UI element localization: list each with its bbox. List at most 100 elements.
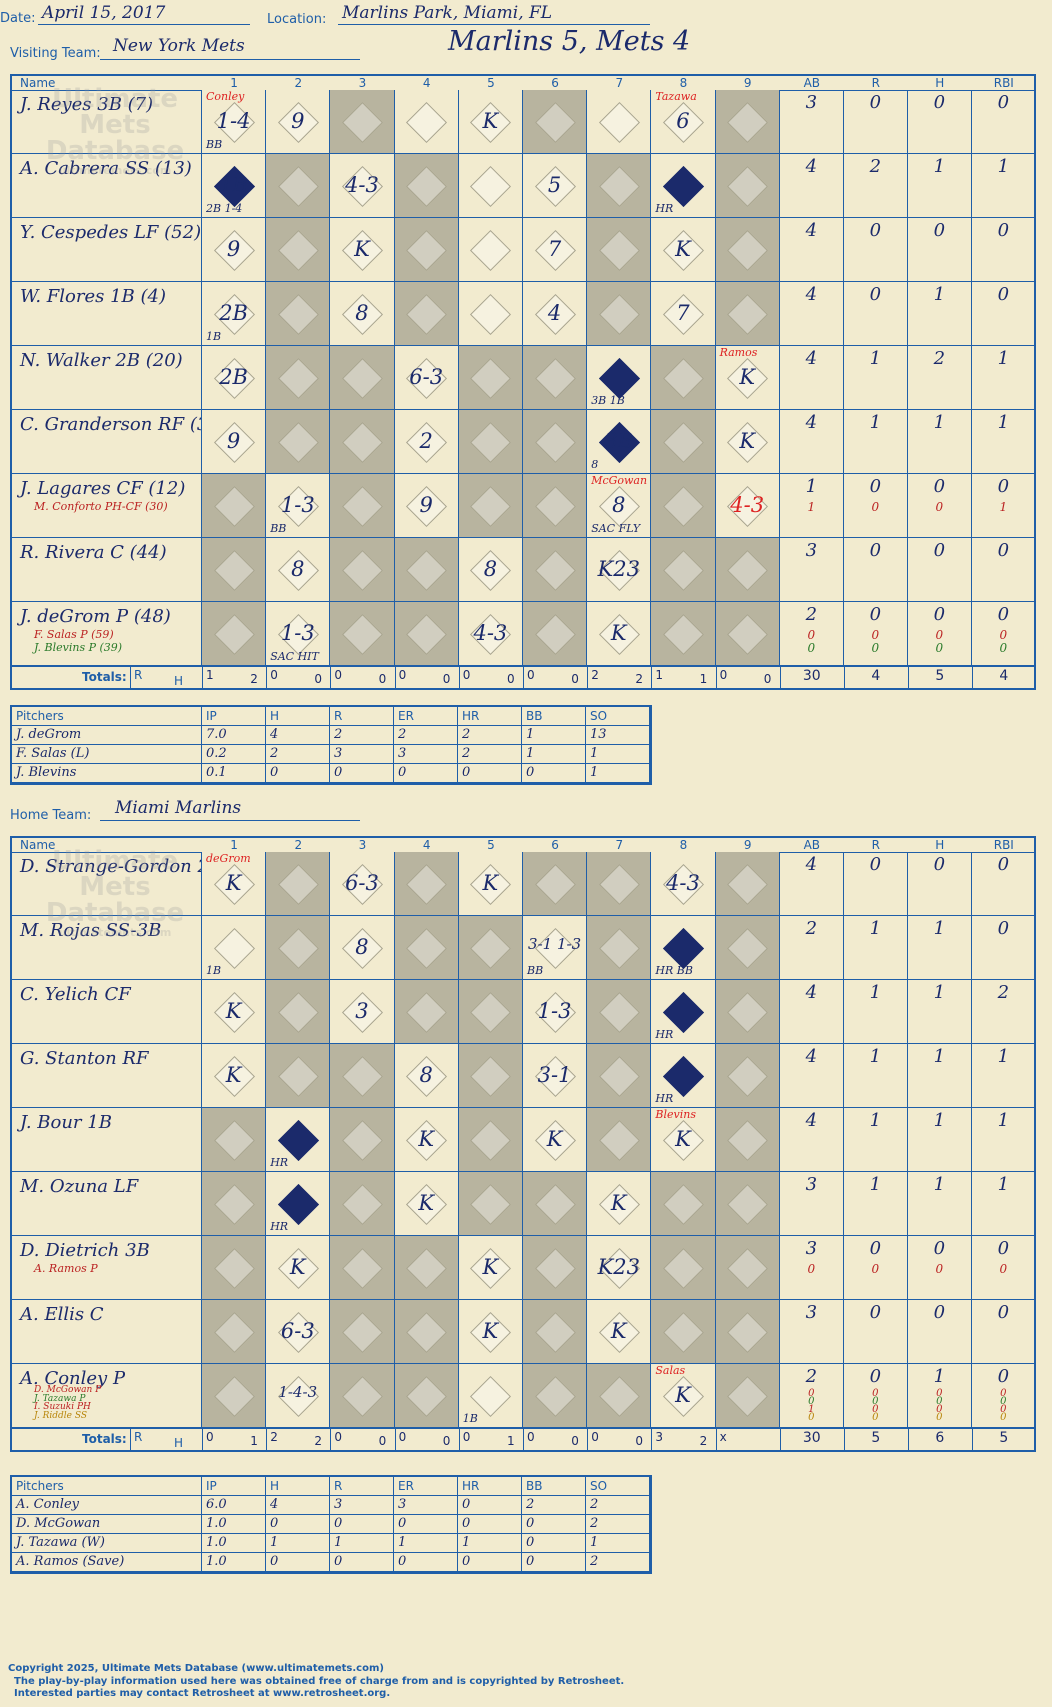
base-diamond — [341, 101, 383, 143]
at-bat-cell — [330, 474, 395, 538]
watermark-url: ultimatemets.com — [58, 164, 172, 177]
substitute-name: D. McGowan P — [34, 1385, 102, 1395]
at-bat-cell: Ramos K — [715, 346, 780, 410]
stat-cell: 3 — [779, 1300, 844, 1364]
play-result: K23 — [597, 1254, 640, 1279]
batter-stat: 1 — [869, 348, 882, 369]
batter-stat: 0 — [933, 854, 946, 875]
visitors-grid: Name 1 2 3 4 5 6 7 8 9 AB R H RBI J. Reyes 3B (7) Conle… — [10, 74, 1036, 690]
play-result: 6-3 — [345, 870, 379, 895]
base-diamond — [727, 1119, 769, 1161]
stat-cell: 4 — [779, 1108, 844, 1172]
stat-cell: 1 — [907, 154, 972, 218]
batter-stat: 1 — [997, 1046, 1010, 1067]
play-result: 8 — [419, 1062, 433, 1087]
stat-cell: 4 — [779, 852, 844, 916]
at-bat-cell — [587, 154, 652, 218]
at-bat-cell — [394, 218, 459, 282]
play-result: K — [739, 364, 756, 389]
pitching-stat: 2 — [458, 726, 522, 745]
substitute-stat: 0 — [872, 1396, 879, 1407]
stat-cell: 3 — [779, 538, 844, 602]
at-bat-cell: 4-3 — [330, 154, 395, 218]
inning-hits: 1 — [699, 672, 708, 686]
at-bat-cell — [458, 916, 523, 980]
base-diamond — [341, 357, 383, 399]
play-result: 1B — [219, 172, 248, 197]
substitute-name: F. Salas P (59) — [34, 628, 114, 641]
play-annotation: 8 — [591, 458, 599, 471]
batter-stat: 1 — [933, 1174, 946, 1195]
play-result: 2 — [419, 428, 433, 453]
play-result: 3 — [355, 998, 369, 1023]
stat-cell: 0 — [907, 852, 972, 916]
play-annotation: 1B — [206, 964, 222, 977]
inning-hits: 0 — [442, 672, 451, 686]
stat-cell: 2 — [843, 154, 908, 218]
visitors-pitchers-table: Pitchers IP H R ER HR BB SO J. deGrom 7.0 4 2 2 2 1 13 F… — [10, 705, 652, 785]
at-bat-cell: 5 — [523, 154, 588, 218]
batter-stat: 0 — [997, 854, 1010, 875]
batter-name: C. Granderson RF (3) — [20, 414, 202, 435]
base-diamond — [598, 1055, 640, 1097]
base-diamond — [277, 927, 319, 969]
base-diamond — [277, 293, 319, 335]
batter-stat: 1 — [869, 1046, 882, 1067]
inning-runs: 3 — [655, 1430, 664, 1444]
date-label: Date: — [0, 11, 36, 26]
play-result: 7 — [547, 236, 562, 261]
at-bat-cell: 7 — [523, 218, 588, 282]
substitute-stat: 0 — [999, 628, 1008, 642]
base-diamond — [727, 927, 769, 969]
play-annotation: SAC HIT — [270, 650, 319, 663]
at-bat-cell — [715, 916, 780, 980]
pitching-stat: 0 — [522, 764, 586, 783]
play-result: 1-4 — [216, 108, 251, 133]
totals-top-divider — [12, 1428, 1034, 1429]
play-result: 2B — [219, 300, 248, 325]
pitching-stat: 1 — [458, 1534, 522, 1553]
batter-name: J. Lagares CF (12) — [20, 478, 186, 499]
batter-stat: 0 — [997, 1302, 1010, 1323]
at-bat-cell — [523, 474, 588, 538]
base-diamond — [534, 421, 576, 463]
base-diamond — [277, 229, 319, 271]
stat-cell: 0 — [843, 538, 908, 602]
at-bat-cell: K — [458, 852, 523, 916]
play-result: K — [418, 1190, 435, 1215]
play-annotation: HR — [655, 1028, 674, 1041]
base-diamond — [534, 485, 576, 527]
pitching-stat: 2 — [266, 745, 330, 764]
batter-stat: 3 — [805, 1174, 818, 1195]
at-bat-cell: K — [330, 218, 395, 282]
at-bat-cell — [202, 602, 267, 666]
inning-header-6: 6 — [551, 838, 559, 852]
pitching-stat: 0 — [330, 1553, 394, 1572]
substitute-stat: 0 — [935, 641, 944, 655]
batter-stat: 4 — [805, 412, 818, 433]
stat-cell: 1 — [907, 916, 972, 980]
base-diamond — [341, 1055, 383, 1097]
at-bat-cell: K — [458, 1300, 523, 1364]
base-diamond — [727, 229, 769, 271]
inning-hits: 0 — [507, 672, 515, 686]
base-diamond — [470, 293, 512, 335]
play-result: 3-1 1-3 — [528, 934, 582, 953]
base-diamond — [406, 1375, 448, 1417]
play-result: 4-3 — [730, 492, 765, 517]
base-diamond — [406, 229, 448, 271]
inning-header-9: 9 — [743, 838, 752, 852]
batter-row: J. Reyes 3B (7) — [12, 90, 202, 154]
substitute-stat: 0 — [1000, 1388, 1007, 1399]
play-result: 4-3 — [473, 620, 508, 645]
batter-stat: 0 — [933, 604, 946, 625]
inning-runs: 0 — [719, 668, 728, 682]
pitching-stat: 0 — [330, 764, 394, 783]
pitching-change-note: Conley — [206, 90, 245, 103]
totals-divider — [266, 1428, 268, 1450]
